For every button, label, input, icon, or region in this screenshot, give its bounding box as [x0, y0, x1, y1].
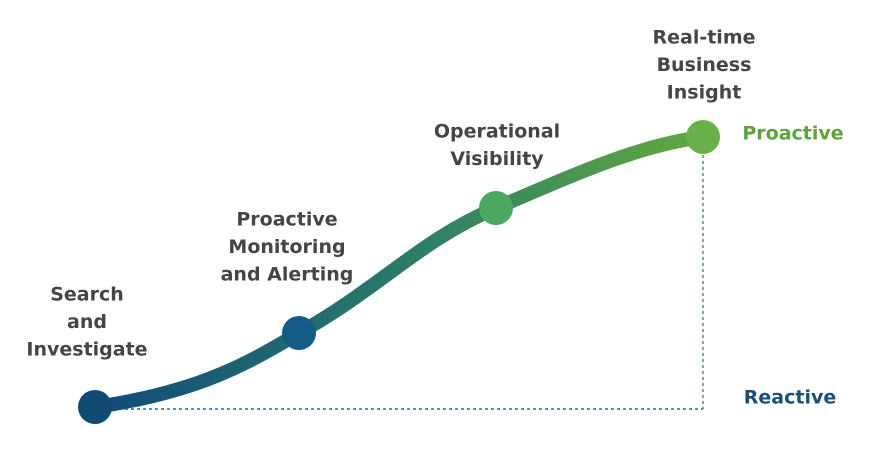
stage-dot — [686, 120, 720, 154]
stage-label: Operational — [434, 121, 560, 143]
stage-dot — [78, 390, 112, 424]
maturity-curve — [88, 130, 710, 414]
stage-label: Monitoring — [228, 236, 345, 258]
stage-label: and — [67, 311, 107, 333]
stage-label: Investigate — [26, 339, 147, 361]
stage-dot — [479, 191, 513, 225]
stage-label: Real-time — [652, 27, 755, 49]
stage-label: Search — [50, 284, 124, 306]
stage-dot — [282, 316, 316, 350]
stage-label: and Alerting — [221, 264, 354, 286]
stage-label: Insight — [667, 82, 742, 104]
stage-label: Business — [657, 54, 752, 76]
reactive-label: Reactive — [744, 387, 836, 409]
stage-label: Visibility — [450, 148, 544, 170]
proactive-label: Proactive — [742, 123, 843, 145]
stage-label: Proactive — [236, 209, 337, 231]
